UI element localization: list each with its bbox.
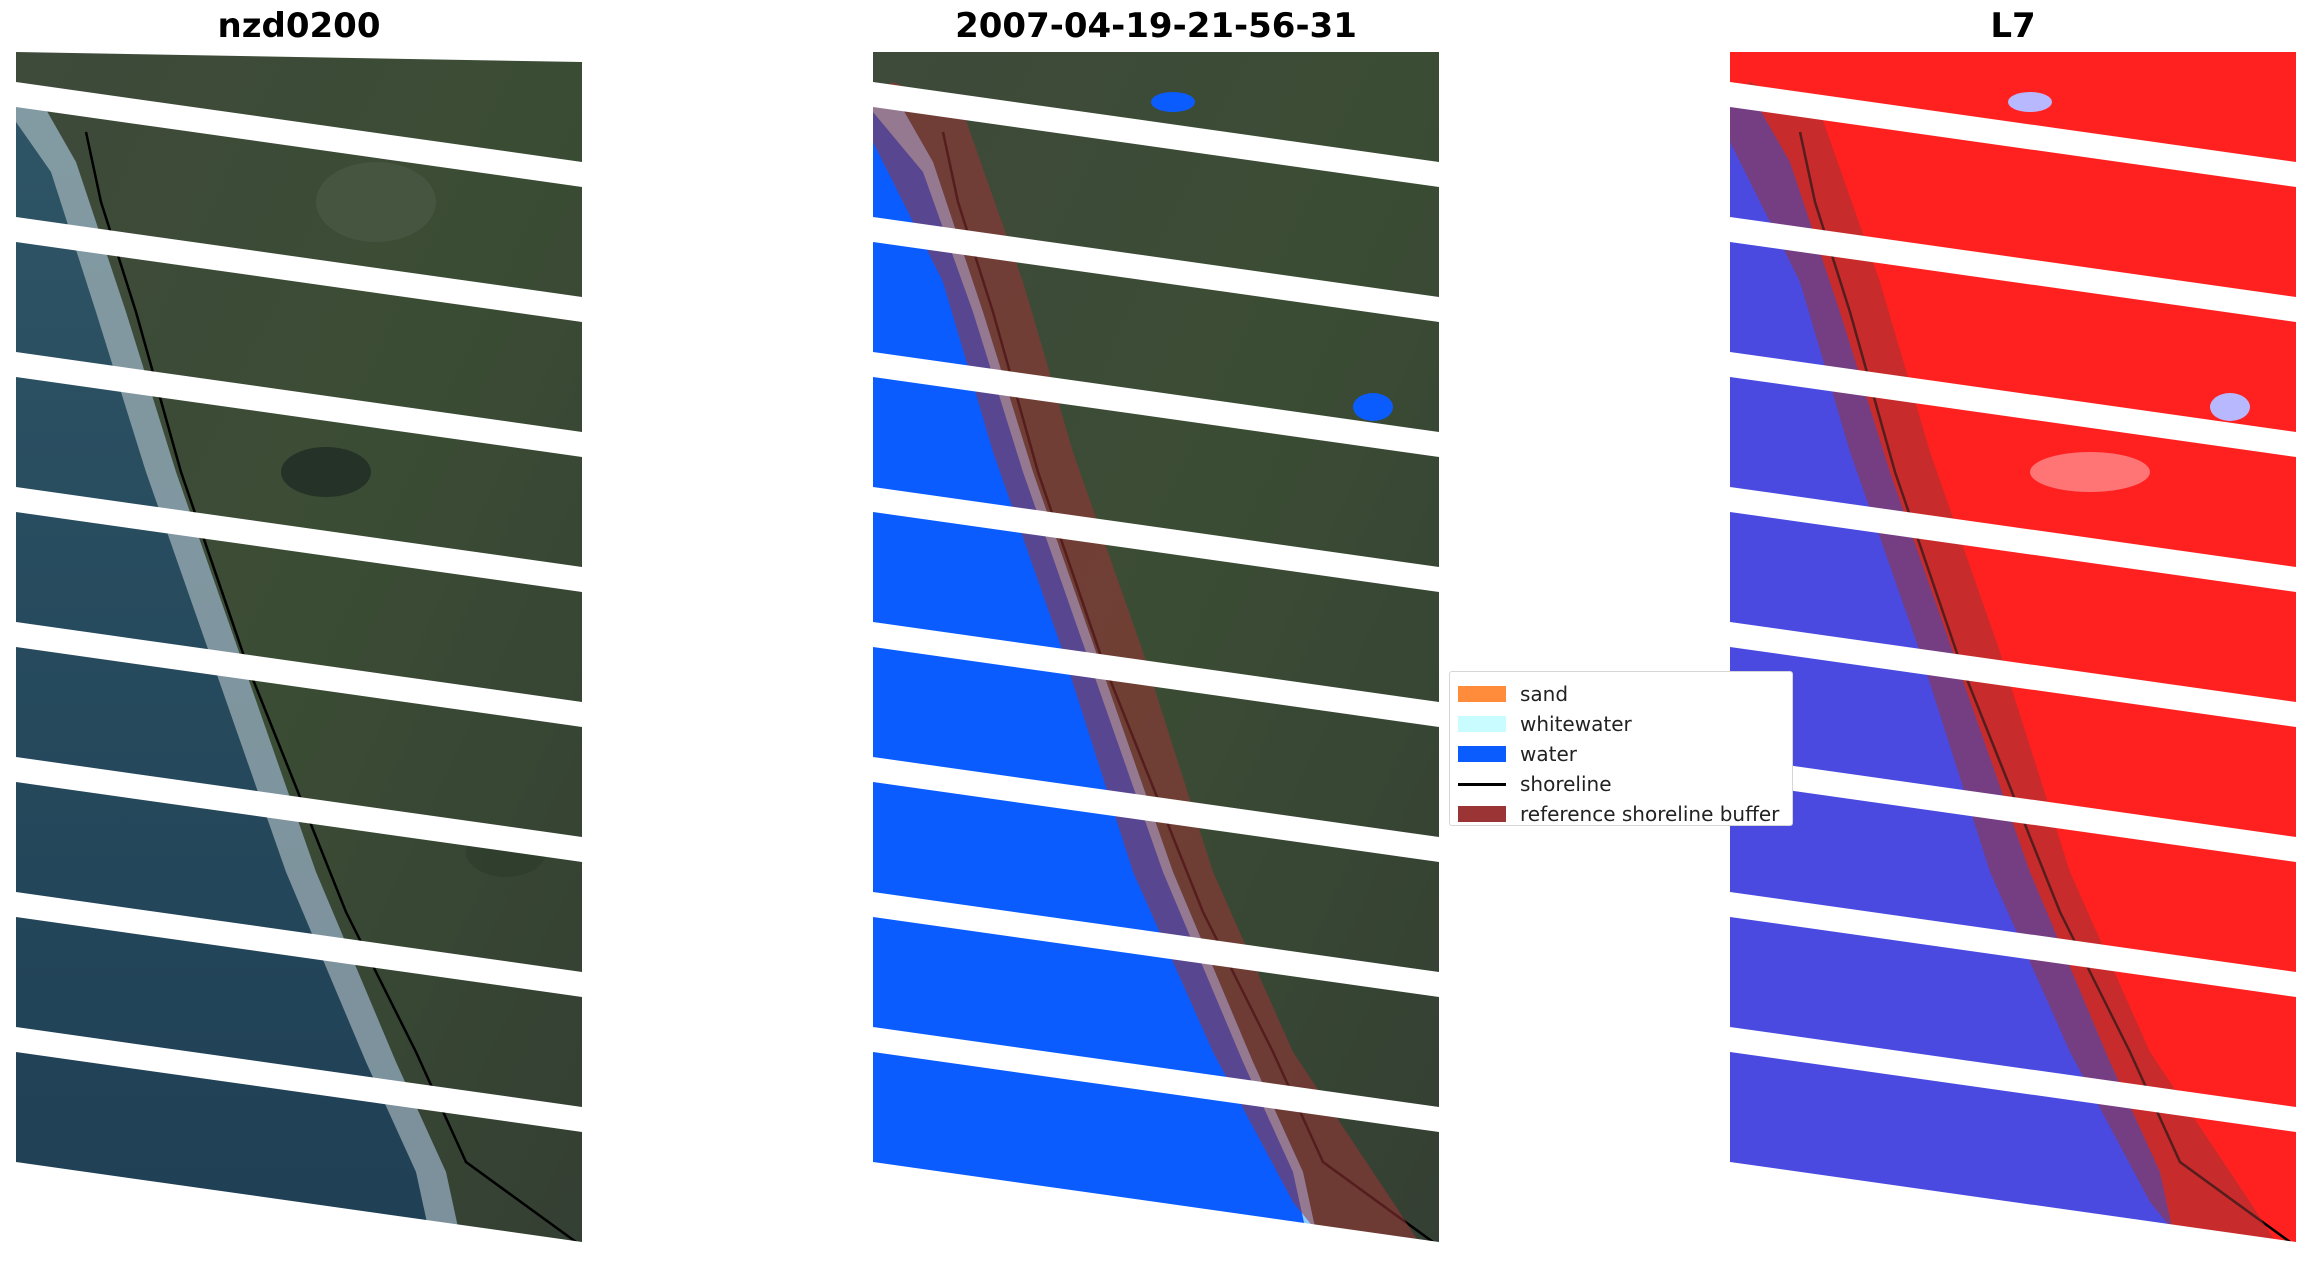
legend-label-shoreline: shoreline [1520,772,1612,796]
scan-line-gaps [1730,82,2296,1264]
panel-title-index: L7 [1990,6,2036,46]
classified-image-panel [873,52,1439,1264]
scan-line-gaps [16,52,582,1264]
legend-label-reference-buffer: reference shoreline buffer [1520,802,1780,826]
panel-title-rgb: nzd0200 [217,6,381,46]
legend-label-whitewater: whitewater [1520,712,1632,736]
legend-swatch-reference-buffer [1458,806,1506,822]
legend-label-sand: sand [1520,682,1569,706]
scan-line-gaps [873,82,1439,1264]
legend-item-shoreline: shoreline [1458,771,1612,797]
legend-item-sand: sand [1458,681,1568,707]
legend-swatch-whitewater [1458,716,1506,732]
index-image-panel [1730,52,2296,1264]
legend-item-reference-buffer: reference shoreline buffer [1458,801,1780,826]
legend-swatch-sand [1458,686,1506,702]
legend-swatch-shoreline [1458,782,1506,786]
legend-item-water: water [1458,741,1577,767]
panel-title-classified: 2007-04-19-21-56-31 [955,6,1357,46]
rgb-image-panel [16,52,582,1264]
legend-label-water: water [1520,742,1577,766]
legend-swatch-water [1458,746,1506,762]
legend-item-whitewater: whitewater [1458,711,1632,737]
legend: sand whitewater water shoreline referenc… [1449,671,1793,826]
